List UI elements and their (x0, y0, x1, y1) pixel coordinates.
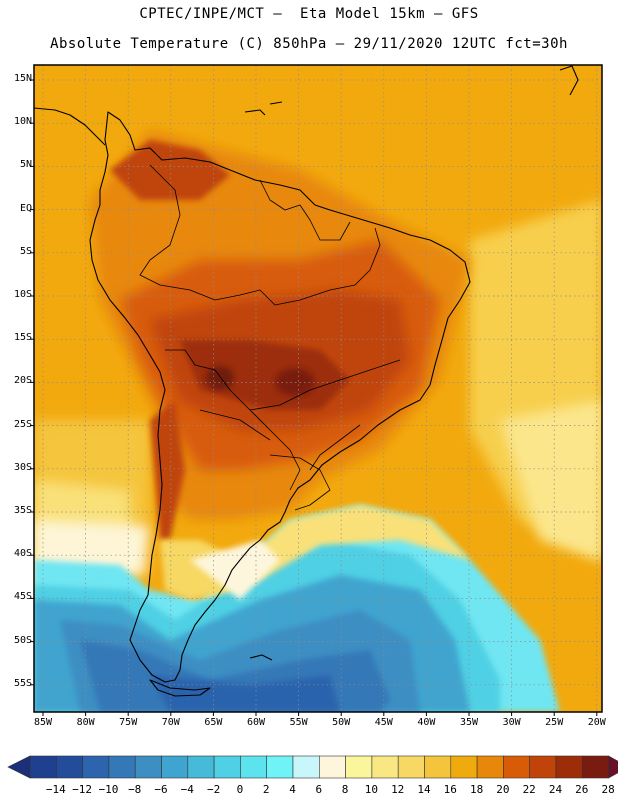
lon-label: 80W (76, 717, 95, 728)
colorbar-label: 4 (289, 783, 296, 796)
lat-label: 45S (13, 591, 32, 603)
colorbar-label: 12 (391, 783, 405, 796)
colorbar-swatch (503, 755, 530, 779)
colorbar-label: 8 (341, 783, 349, 796)
colorbar-swatch (134, 755, 162, 779)
colorbar-swatch (424, 755, 452, 779)
chart-subtitle: Absolute Temperature (C) 850hPa – 29/11/… (50, 36, 568, 52)
lat-label: 50S (13, 634, 32, 646)
lat-label: 20S (13, 375, 32, 387)
lon-label: 40W (417, 717, 436, 728)
colorbar-swatch (213, 755, 241, 779)
colorbar-swatch (240, 755, 267, 779)
colorbar-swatch (82, 755, 110, 779)
colorbar-swatch (108, 755, 136, 779)
colorbar-swatch (29, 755, 57, 779)
colorbar-swatch (345, 755, 373, 779)
colorbar-label: 14 (417, 783, 431, 796)
colorbar-swatch (266, 755, 294, 779)
map-frame (33, 64, 603, 713)
colorbar-swatch (397, 755, 425, 779)
colorbar-swatch (581, 755, 609, 779)
colorbar-swatch (161, 755, 189, 779)
colorbar-label: 10 (364, 783, 379, 796)
colorbar-label: 28 (601, 783, 615, 796)
colorbar-label: −6 (154, 783, 168, 796)
colorbar-swatch (318, 755, 346, 779)
lon-label: 30W (502, 717, 521, 728)
lat-label: 5N (19, 159, 32, 171)
lat-label: 35S (13, 505, 32, 516)
colorbar-label: −10 (98, 783, 119, 796)
chart-title: CPTEC/INPE/MCT – Eta Model 15km – GFS (139, 6, 479, 22)
colorbar-label: 6 (315, 783, 323, 796)
colorbar-swatch (555, 755, 583, 779)
lon-label: 70W (161, 717, 180, 728)
lon-label: 65W (204, 717, 223, 728)
colorbar-max-arrow (608, 755, 618, 779)
lat-label: 40S (13, 548, 32, 560)
colorbar-swatch (187, 755, 215, 779)
colorbar-label: 26 (575, 783, 589, 796)
lat-label: 10N (13, 116, 32, 128)
lon-label: 20W (587, 717, 606, 728)
colorbar-swatch (476, 755, 504, 779)
colorbar-label: 22 (522, 783, 536, 796)
colorbar-label: 0 (236, 783, 244, 796)
colorbar-swatch (292, 755, 320, 779)
lat-label: 5S (19, 245, 32, 257)
lon-label: 35W (459, 717, 479, 728)
lat-label: 15S (13, 332, 32, 344)
lon-label: 85W (33, 717, 53, 728)
lon-label: 75W (119, 717, 138, 728)
coastline (34, 65, 579, 697)
lon-label: 60W (246, 717, 266, 728)
lon-label: 45W (374, 717, 393, 728)
colorbar-swatch (529, 755, 557, 779)
colorbar-label: −12 (72, 783, 93, 796)
colorbar-min-arrow (7, 755, 31, 779)
colorbar-swatch (55, 755, 83, 779)
axis-ticks (30, 79, 598, 716)
lon-label: 55W (289, 717, 308, 728)
colorbar-swatch (450, 755, 478, 779)
lat-label: 30S (13, 461, 32, 473)
colorbar-label: −8 (128, 783, 142, 796)
lat-label: 15N (13, 73, 32, 84)
colorbar-label: −4 (180, 783, 194, 796)
colorbar-label: 18 (469, 783, 484, 796)
colorbar-swatch (371, 755, 399, 779)
colorbar-label: 24 (548, 783, 563, 796)
lat-label: 10S (13, 289, 32, 300)
colorbar-label: −2 (206, 783, 221, 796)
temperature-field (34, 65, 602, 712)
colorbar-label: 16 (443, 783, 457, 796)
lat-label: EQ (19, 202, 32, 214)
lon-label: 25W (545, 717, 564, 728)
lon-label: 50W (332, 717, 351, 728)
lat-label: 25S (13, 418, 32, 430)
colorbar (7, 755, 618, 779)
colorbar-label: 2 (262, 783, 270, 796)
colorbar-label: 20 (496, 783, 510, 796)
colorbar-label: −14 (45, 783, 66, 796)
lat-label: 55S (13, 677, 32, 689)
